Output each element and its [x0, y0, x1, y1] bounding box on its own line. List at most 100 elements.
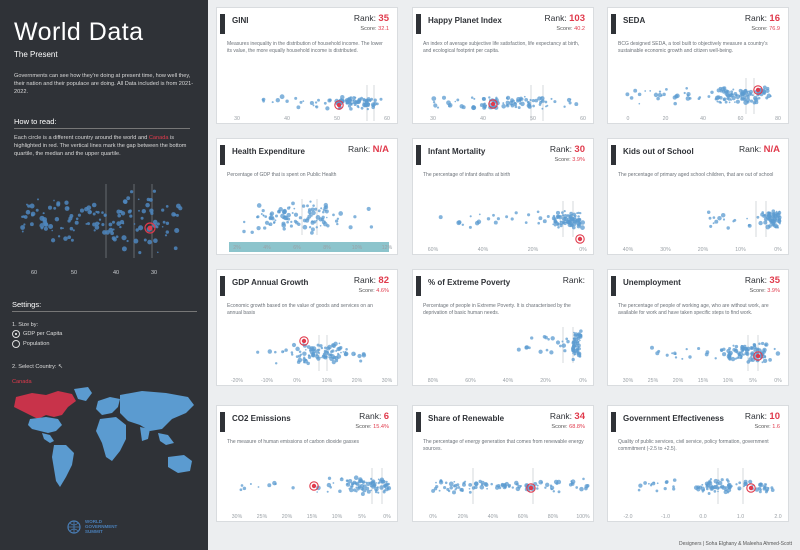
country-dot[interactable]: [329, 356, 334, 362]
country-dot[interactable]: [156, 222, 160, 226]
highlighted-country-dot[interactable]: [301, 338, 307, 344]
country-dot[interactable]: [688, 355, 692, 359]
country-dot[interactable]: [275, 214, 278, 218]
country-dot[interactable]: [713, 490, 717, 493]
country-dot[interactable]: [306, 204, 309, 208]
country-dot[interactable]: [730, 98, 733, 101]
country-dot[interactable]: [777, 225, 779, 227]
country-dot[interactable]: [751, 94, 754, 97]
country-dot[interactable]: [271, 101, 274, 104]
country-dot[interactable]: [370, 477, 373, 481]
country-dot[interactable]: [336, 217, 340, 220]
country-dot[interactable]: [317, 98, 320, 102]
country-dot[interactable]: [524, 483, 530, 488]
country-dot[interactable]: [275, 98, 280, 103]
country-dot[interactable]: [629, 96, 634, 100]
country-dot[interactable]: [538, 349, 543, 354]
country-dot[interactable]: [763, 350, 765, 352]
country-dot[interactable]: [372, 483, 377, 488]
country-dot[interactable]: [471, 105, 476, 109]
country-dot[interactable]: [767, 487, 770, 489]
country-dot[interactable]: [316, 343, 320, 347]
country-dot[interactable]: [584, 486, 588, 491]
country-dot[interactable]: [714, 97, 718, 101]
country-dot[interactable]: [311, 353, 316, 358]
country-dot[interactable]: [315, 226, 318, 229]
country-dot[interactable]: [698, 485, 703, 489]
country-dot[interactable]: [655, 489, 659, 493]
country-dot[interactable]: [293, 212, 299, 217]
country-dot[interactable]: [67, 219, 71, 223]
country-dot[interactable]: [95, 210, 98, 213]
country-dot[interactable]: [321, 220, 326, 225]
country-dot[interactable]: [325, 106, 330, 111]
country-dot[interactable]: [728, 485, 732, 489]
country-dot[interactable]: [363, 102, 369, 107]
country-dot[interactable]: [738, 481, 742, 485]
country-dot[interactable]: [326, 216, 328, 219]
country-dot[interactable]: [770, 488, 775, 492]
country-dot[interactable]: [773, 347, 776, 351]
country-dot[interactable]: [722, 218, 726, 221]
country-dot[interactable]: [240, 484, 244, 487]
country-dot[interactable]: [146, 197, 151, 202]
country-dot[interactable]: [656, 96, 660, 101]
country-dot[interactable]: [730, 90, 734, 94]
country-dot[interactable]: [308, 349, 311, 352]
country-dot[interactable]: [749, 346, 754, 350]
country-dot[interactable]: [576, 343, 581, 348]
country-dot[interactable]: [326, 224, 330, 228]
country-dot[interactable]: [366, 206, 371, 211]
country-dot[interactable]: [637, 92, 642, 97]
country-dot[interactable]: [165, 230, 169, 234]
country-dot[interactable]: [538, 216, 543, 221]
country-dot[interactable]: [92, 222, 97, 227]
country-dot[interactable]: [748, 479, 753, 484]
country-dot[interactable]: [740, 344, 743, 347]
country-dot[interactable]: [345, 348, 348, 351]
country-dot[interactable]: [655, 351, 660, 356]
country-dot[interactable]: [681, 357, 684, 360]
radio-icon[interactable]: [12, 340, 20, 348]
country-dot[interactable]: [353, 103, 357, 107]
country-dot[interactable]: [718, 480, 723, 486]
country-dot[interactable]: [734, 101, 736, 103]
country-dot[interactable]: [453, 480, 456, 483]
country-dot[interactable]: [674, 352, 677, 356]
highlighted-country-ring[interactable]: [753, 85, 763, 95]
country-dot[interactable]: [353, 475, 359, 480]
country-dot[interactable]: [545, 482, 550, 487]
country-dot[interactable]: [762, 358, 768, 363]
country-dot[interactable]: [735, 94, 741, 100]
country-dot[interactable]: [433, 103, 438, 108]
country-dot[interactable]: [323, 355, 328, 360]
country-dot[interactable]: [473, 485, 478, 490]
country-dot[interactable]: [84, 206, 89, 212]
metric-card[interactable]: Health Expenditure Rank: N/A Percentage of…: [216, 138, 398, 255]
country-dot[interactable]: [534, 98, 539, 103]
country-dot[interactable]: [449, 486, 453, 490]
country-dot[interactable]: [769, 95, 772, 98]
country-dot[interactable]: [152, 219, 158, 225]
country-dot[interactable]: [72, 229, 75, 232]
country-dot[interactable]: [565, 337, 569, 341]
country-dot[interactable]: [317, 209, 321, 213]
country-dot[interactable]: [350, 104, 353, 106]
country-dot[interactable]: [559, 344, 562, 348]
country-dot[interactable]: [746, 346, 751, 351]
country-dot[interactable]: [498, 486, 502, 490]
country-dot[interactable]: [43, 226, 48, 231]
country-dot[interactable]: [752, 343, 757, 348]
country-dot[interactable]: [444, 481, 448, 485]
country-dot[interactable]: [385, 480, 388, 484]
country-dot[interactable]: [775, 351, 781, 356]
country-dot[interactable]: [291, 353, 294, 356]
country-dot[interactable]: [507, 483, 512, 488]
metric-card[interactable]: Infant Mortality Rank: 30 Score: 3.9% The p…: [412, 138, 594, 255]
country-dot[interactable]: [772, 222, 776, 225]
highlighted-country-dot[interactable]: [748, 485, 754, 491]
country-dot[interactable]: [324, 209, 329, 214]
country-dot[interactable]: [112, 220, 115, 224]
country-dot[interactable]: [701, 490, 704, 493]
country-dot[interactable]: [719, 96, 723, 100]
